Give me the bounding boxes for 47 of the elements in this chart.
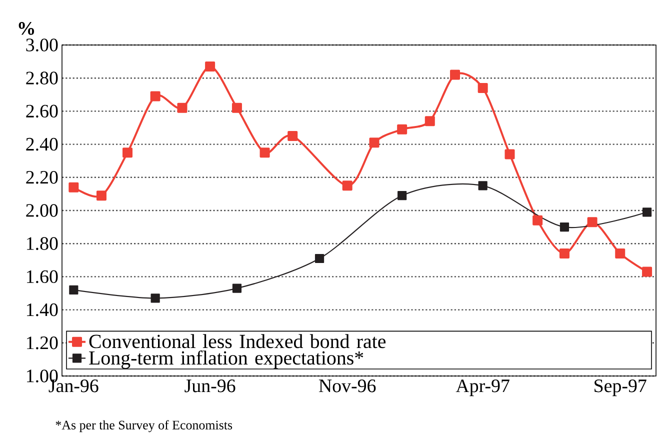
point xyxy=(478,181,488,190)
x-tick-label: Jun-96 xyxy=(184,380,236,392)
y-tick-label: 1.20 xyxy=(27,336,58,350)
point xyxy=(369,138,380,148)
point xyxy=(314,254,324,264)
y-tick-label: 1.40 xyxy=(27,303,58,316)
y-tick-label: 2.00 xyxy=(26,204,58,217)
legend-label: Long-term inflation expectations* xyxy=(89,350,364,369)
point xyxy=(587,217,598,228)
point xyxy=(177,102,188,113)
point xyxy=(450,70,460,80)
x-tick-label: Apr-97 xyxy=(456,380,510,396)
y-tick-label: 2.80 xyxy=(26,72,58,85)
y-tick-label: 1.80 xyxy=(27,237,58,250)
y-tick-label: 2.60 xyxy=(26,104,58,118)
point xyxy=(205,62,216,72)
y-axis-title: % xyxy=(18,22,34,35)
text: *As per the Survey of Economists xyxy=(56,420,232,432)
point xyxy=(68,182,79,192)
y-tick-label: 2.40 xyxy=(26,138,58,151)
point xyxy=(260,148,270,158)
point xyxy=(150,91,160,102)
point xyxy=(398,191,407,200)
point xyxy=(69,285,78,294)
point xyxy=(342,180,352,191)
point xyxy=(150,294,160,303)
point xyxy=(478,83,488,94)
point xyxy=(642,266,652,277)
legend-label: Conventional less Indexed bond rate xyxy=(89,334,386,348)
point xyxy=(560,222,570,232)
point xyxy=(424,116,435,126)
x-tick-label: Sep-97 xyxy=(594,380,646,396)
point xyxy=(559,248,570,259)
y-tick-label: 1.60 xyxy=(27,270,58,284)
y-tick-label: 2.20 xyxy=(26,170,58,184)
point xyxy=(96,190,106,201)
point xyxy=(122,148,133,158)
y-tick-label: 3.00 xyxy=(26,38,58,52)
point xyxy=(288,131,298,142)
point xyxy=(232,284,242,293)
point xyxy=(504,149,515,160)
point xyxy=(532,215,543,226)
point xyxy=(232,102,242,113)
point xyxy=(615,248,626,259)
x-tick-label: Nov-96 xyxy=(318,380,376,392)
point xyxy=(397,124,408,134)
point xyxy=(642,208,652,217)
